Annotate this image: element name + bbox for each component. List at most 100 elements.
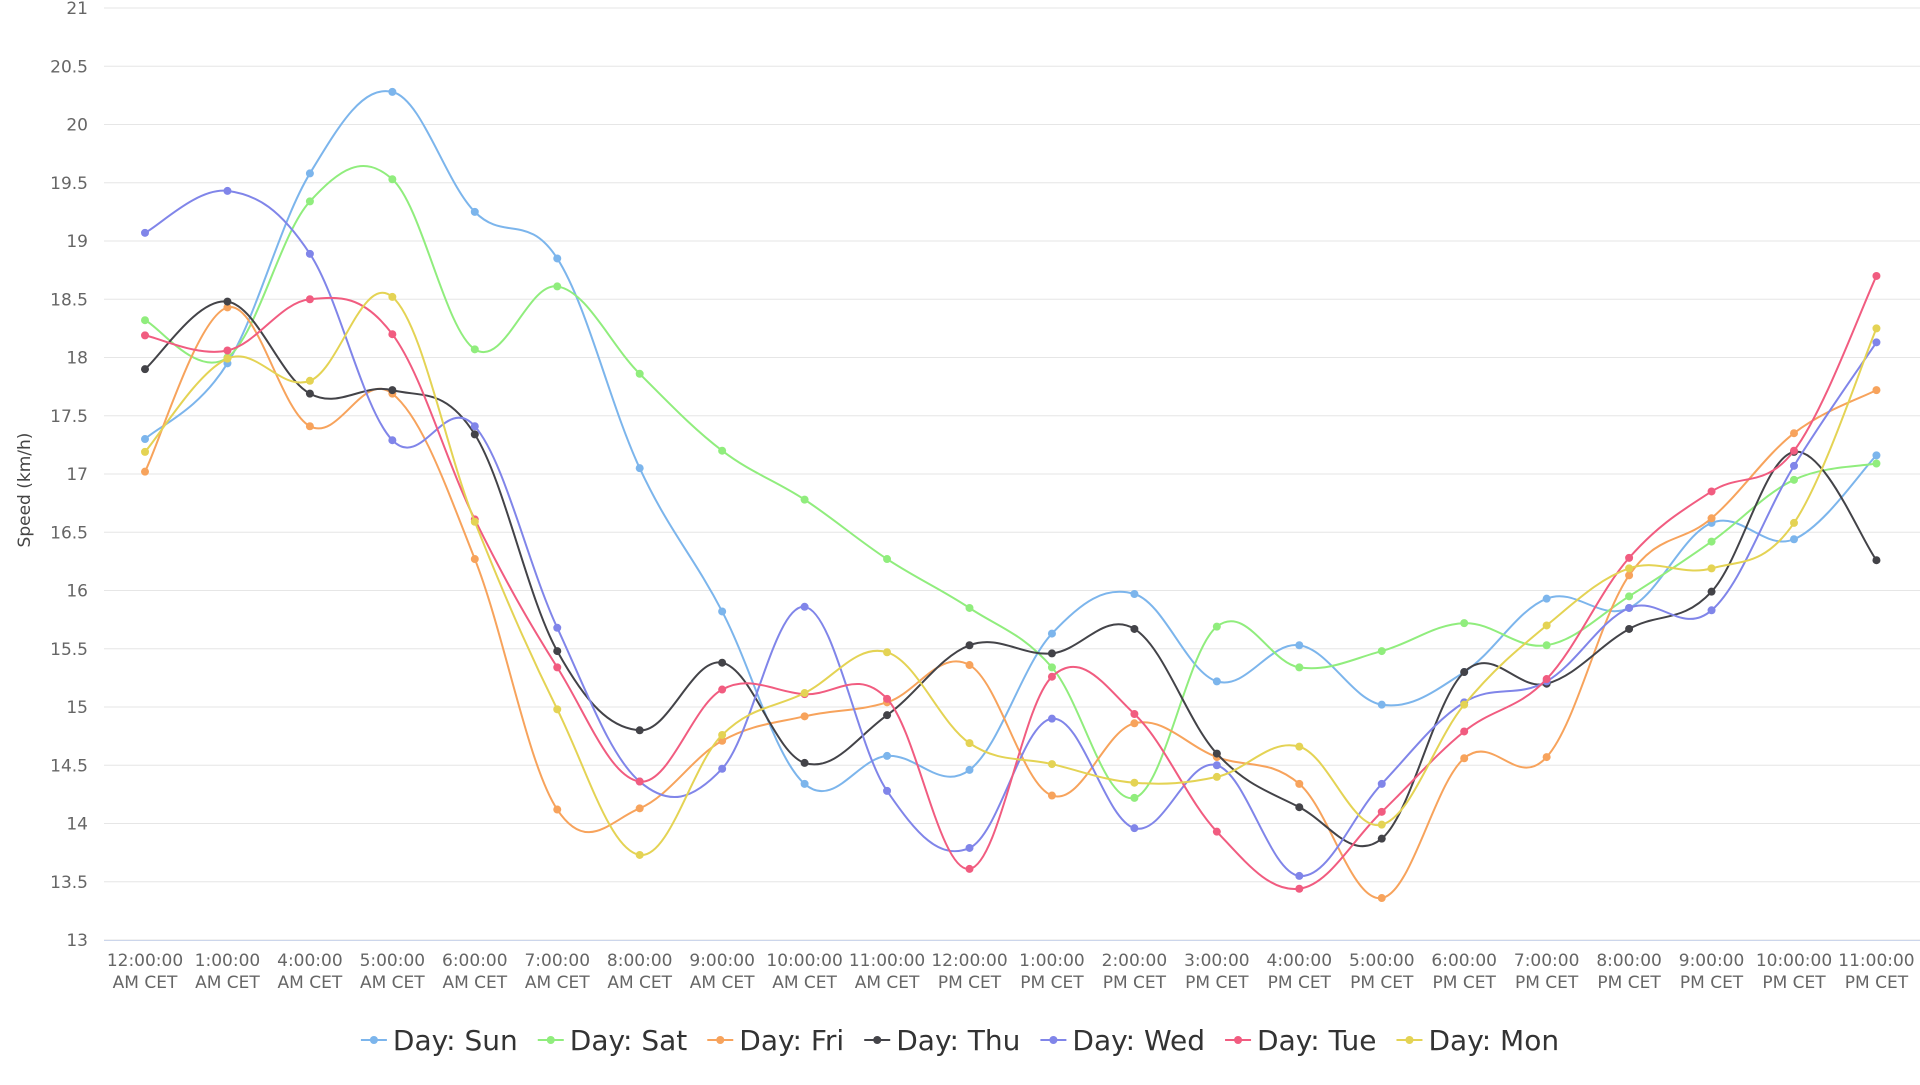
data-point[interactable] [883, 694, 892, 703]
data-point[interactable] [388, 87, 397, 96]
data-point[interactable] [1212, 622, 1221, 631]
data-point[interactable] [1625, 603, 1634, 612]
data-point[interactable] [470, 345, 479, 354]
data-point[interactable] [1872, 271, 1881, 280]
data-point[interactable] [1460, 700, 1469, 709]
data-point[interactable] [1542, 753, 1551, 762]
data-point[interactable] [1625, 571, 1634, 580]
data-point[interactable] [141, 365, 149, 374]
data-point[interactable] [718, 764, 727, 773]
data-point[interactable] [1872, 556, 1881, 565]
data-point[interactable] [1295, 641, 1304, 650]
data-point[interactable] [1707, 487, 1716, 496]
data-point[interactable] [883, 751, 892, 760]
data-point[interactable] [1295, 742, 1304, 751]
data-point[interactable] [553, 647, 562, 656]
data-point[interactable] [553, 623, 562, 632]
data-point[interactable] [1377, 647, 1386, 656]
data-point[interactable] [553, 282, 562, 291]
data-point[interactable] [1707, 606, 1716, 615]
data-point[interactable] [1212, 827, 1221, 836]
data-point[interactable] [553, 254, 562, 263]
data-point[interactable] [1790, 535, 1798, 544]
data-point[interactable] [718, 607, 727, 616]
legend-item-day-sat[interactable]: Day: Sat [537, 1024, 688, 1057]
data-point[interactable] [1047, 791, 1056, 800]
data-point[interactable] [141, 228, 149, 237]
data-point[interactable] [141, 435, 149, 444]
data-point[interactable] [305, 197, 314, 206]
legend-item-day-fri[interactable]: Day: Fri [707, 1024, 844, 1057]
data-point[interactable] [223, 354, 232, 363]
data-point[interactable] [141, 447, 149, 456]
data-point[interactable] [1130, 719, 1139, 728]
data-point[interactable] [800, 689, 809, 698]
data-point[interactable] [1707, 514, 1716, 523]
data-point[interactable] [553, 663, 562, 672]
data-point[interactable] [1130, 709, 1139, 718]
data-point[interactable] [1872, 451, 1881, 460]
data-point[interactable] [1625, 564, 1634, 573]
data-point[interactable] [388, 292, 397, 301]
data-point[interactable] [965, 864, 974, 873]
data-point[interactable] [1377, 834, 1386, 843]
data-point[interactable] [470, 430, 479, 439]
data-point[interactable] [883, 711, 892, 720]
data-point[interactable] [388, 330, 397, 339]
data-point[interactable] [1130, 589, 1139, 598]
data-point[interactable] [1047, 672, 1056, 681]
data-point[interactable] [1790, 518, 1798, 527]
data-point[interactable] [1872, 338, 1881, 347]
data-point[interactable] [141, 467, 149, 476]
data-point[interactable] [1295, 871, 1304, 880]
legend-item-day-wed[interactable]: Day: Wed [1040, 1024, 1205, 1057]
data-point[interactable] [1542, 675, 1551, 684]
data-point[interactable] [1130, 824, 1139, 833]
legend-item-day-thu[interactable]: Day: Thu [864, 1024, 1020, 1057]
data-point[interactable] [718, 685, 727, 694]
data-point[interactable] [223, 186, 232, 195]
data-point[interactable] [883, 648, 892, 657]
data-point[interactable] [1872, 386, 1881, 395]
data-point[interactable] [223, 297, 232, 306]
data-point[interactable] [965, 641, 974, 650]
data-point[interactable] [718, 658, 727, 667]
data-point[interactable] [1460, 754, 1469, 763]
data-point[interactable] [1047, 629, 1056, 638]
data-point[interactable] [1625, 624, 1634, 633]
data-point[interactable] [1542, 641, 1551, 650]
data-point[interactable] [1790, 475, 1798, 484]
data-point[interactable] [1047, 714, 1056, 723]
data-point[interactable] [553, 705, 562, 714]
data-point[interactable] [223, 303, 232, 312]
data-point[interactable] [470, 207, 479, 216]
data-point[interactable] [1377, 894, 1386, 903]
data-point[interactable] [635, 804, 644, 813]
data-point[interactable] [1707, 587, 1716, 596]
data-point[interactable] [1790, 429, 1798, 438]
data-point[interactable] [388, 386, 397, 395]
data-point[interactable] [1872, 459, 1881, 468]
data-point[interactable] [965, 603, 974, 612]
data-point[interactable] [141, 331, 149, 340]
data-point[interactable] [635, 369, 644, 378]
data-point[interactable] [635, 726, 644, 735]
data-point[interactable] [1377, 820, 1386, 829]
data-point[interactable] [1212, 677, 1221, 686]
data-point[interactable] [305, 376, 314, 385]
data-point[interactable] [965, 661, 974, 670]
data-point[interactable] [553, 805, 562, 814]
data-point[interactable] [1047, 649, 1056, 658]
data-point[interactable] [1625, 553, 1634, 562]
data-point[interactable] [1295, 663, 1304, 672]
data-point[interactable] [1460, 727, 1469, 736]
data-point[interactable] [800, 495, 809, 504]
data-point[interactable] [1460, 619, 1469, 628]
data-point[interactable] [965, 739, 974, 748]
data-point[interactable] [1295, 884, 1304, 893]
data-point[interactable] [1790, 446, 1798, 455]
data-point[interactable] [718, 736, 727, 745]
data-point[interactable] [305, 295, 314, 304]
data-point[interactable] [1707, 537, 1716, 546]
data-point[interactable] [305, 422, 314, 431]
